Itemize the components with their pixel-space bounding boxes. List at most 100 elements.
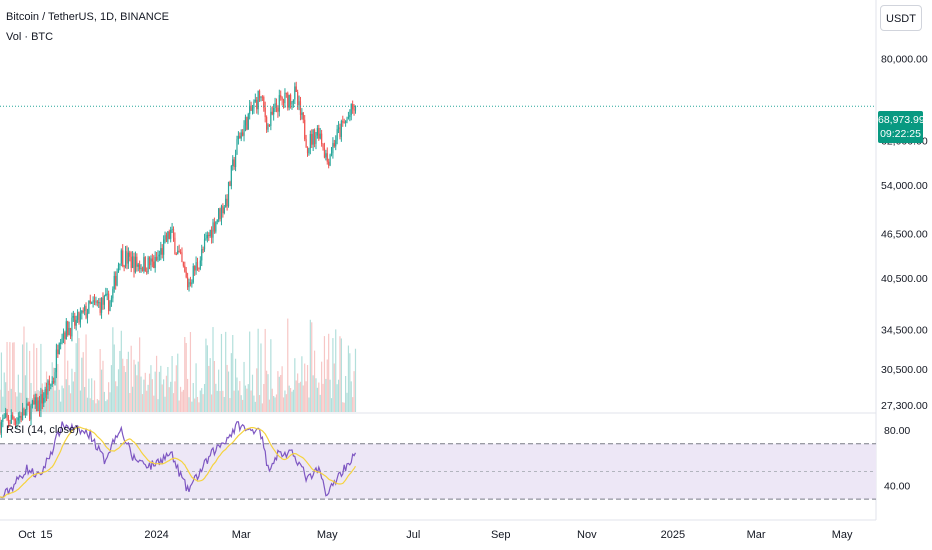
volume-label[interactable]: Vol · BTC bbox=[6, 31, 54, 43]
volume-bar bbox=[137, 361, 139, 412]
volume-bar bbox=[225, 331, 227, 412]
volume-bar bbox=[242, 399, 244, 412]
volume-bar bbox=[261, 403, 263, 412]
candle-body bbox=[285, 92, 287, 94]
volume-bar bbox=[232, 335, 234, 412]
candle-body bbox=[33, 400, 35, 405]
candle-body bbox=[335, 140, 337, 147]
volume-bar bbox=[155, 355, 158, 412]
candle-body bbox=[71, 317, 73, 337]
candle-body bbox=[323, 148, 326, 158]
volume-bar bbox=[10, 388, 12, 412]
time-tick-label: Oct bbox=[18, 529, 35, 541]
volume-bar bbox=[5, 382, 7, 412]
candle-body bbox=[305, 139, 307, 148]
volume-bar bbox=[161, 384, 163, 412]
volume-bar bbox=[109, 392, 111, 412]
candle-body bbox=[141, 267, 144, 271]
candle-body bbox=[26, 403, 28, 410]
volume-bar bbox=[267, 374, 269, 412]
candle-body bbox=[89, 300, 91, 304]
volume-bar bbox=[72, 381, 74, 412]
candle-body bbox=[225, 198, 227, 208]
volume-bar bbox=[122, 358, 124, 412]
candle-body bbox=[43, 397, 45, 404]
volume-bar bbox=[50, 386, 52, 412]
volume-bar bbox=[258, 395, 261, 412]
volume-bar bbox=[163, 379, 165, 412]
time-tick-label: May bbox=[832, 529, 853, 541]
volume-bar bbox=[352, 397, 354, 412]
candle-body bbox=[85, 306, 87, 318]
volume-bar bbox=[65, 379, 67, 412]
volume-bar bbox=[140, 376, 142, 412]
candle-body bbox=[168, 231, 170, 239]
volume-bar bbox=[6, 341, 8, 412]
candle-body bbox=[72, 315, 74, 318]
candle-body bbox=[243, 125, 245, 136]
volume-bar bbox=[278, 376, 280, 412]
volume-bar bbox=[212, 327, 214, 412]
volume-bar bbox=[312, 375, 314, 412]
candles bbox=[0, 81, 357, 438]
volume-bar bbox=[240, 395, 242, 412]
volume-bar bbox=[345, 375, 347, 412]
candle-body bbox=[192, 266, 194, 283]
candle-body bbox=[116, 271, 118, 286]
symbol-title[interactable]: Bitcoin / TetherUS, 1D, BINANCE bbox=[6, 11, 170, 23]
volume-bar bbox=[85, 334, 87, 412]
candle-body bbox=[304, 119, 306, 140]
volume-bar bbox=[254, 401, 256, 412]
candle-body bbox=[41, 394, 43, 404]
candle-body bbox=[339, 127, 341, 137]
volume-bar bbox=[305, 381, 307, 412]
volume-bar bbox=[117, 369, 120, 412]
candle-body bbox=[185, 271, 187, 278]
candle-body bbox=[161, 248, 163, 255]
time-tick-label: Sep bbox=[491, 529, 511, 541]
volume-bar bbox=[60, 401, 62, 412]
volume-bar bbox=[123, 365, 125, 412]
candle-body bbox=[147, 257, 149, 273]
volume-bar bbox=[199, 390, 201, 412]
volume-bar bbox=[143, 379, 145, 412]
candle-body bbox=[244, 117, 247, 126]
candle-body bbox=[287, 93, 289, 108]
rsi-legend-label[interactable]: RSI (14, close) bbox=[6, 424, 79, 436]
volume-bar bbox=[246, 388, 248, 412]
rsi-line bbox=[0, 421, 357, 499]
volume-bar bbox=[270, 339, 272, 412]
volume-bar bbox=[196, 396, 199, 412]
volume-bar bbox=[165, 375, 168, 412]
candle-body bbox=[353, 109, 355, 111]
candle-body bbox=[45, 388, 48, 395]
volume-bar bbox=[154, 371, 156, 412]
currency-button[interactable]: USDT bbox=[880, 5, 922, 31]
volume-bar bbox=[350, 381, 352, 412]
volume-bar bbox=[335, 329, 337, 412]
volume-bar bbox=[304, 363, 306, 412]
volume-bar bbox=[84, 386, 86, 412]
time-tick-label: 2024 bbox=[144, 529, 168, 541]
candle-body bbox=[110, 298, 113, 302]
candle-body bbox=[206, 235, 208, 239]
last-price-tag: 68,973.99 09:22:25 bbox=[878, 111, 925, 143]
candle-body bbox=[216, 219, 218, 222]
candle-body bbox=[134, 256, 137, 273]
volume-bar bbox=[171, 355, 173, 412]
candle-body bbox=[165, 235, 168, 242]
candle-body bbox=[284, 92, 286, 104]
volume-bar bbox=[298, 383, 300, 412]
volume-bar bbox=[215, 383, 217, 412]
volume-bars bbox=[0, 318, 357, 412]
candle-body bbox=[167, 231, 169, 242]
candle-body bbox=[61, 338, 63, 343]
candle-body bbox=[201, 249, 203, 261]
candle-body bbox=[281, 97, 283, 100]
volume-bar bbox=[206, 345, 208, 412]
candle-body bbox=[312, 129, 314, 145]
volume-bar bbox=[75, 343, 77, 412]
volume-bar bbox=[99, 349, 101, 412]
volume-bar bbox=[144, 372, 146, 412]
